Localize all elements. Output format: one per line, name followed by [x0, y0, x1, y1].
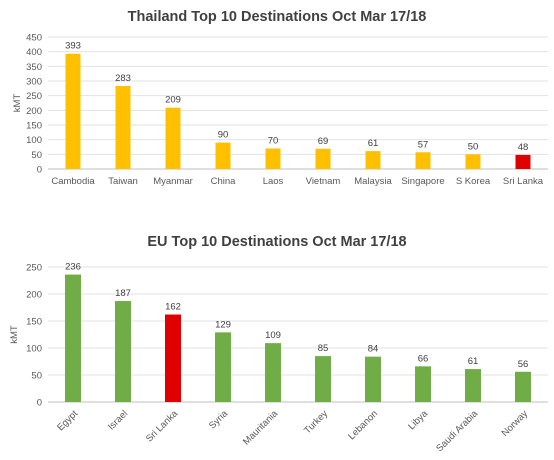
data-label: 61 [368, 138, 379, 149]
y-tick-label: 250 [26, 91, 42, 102]
bar [265, 343, 281, 402]
data-label: 90 [218, 130, 229, 141]
data-label: 283 [115, 73, 131, 84]
data-label: 50 [468, 141, 479, 152]
bar [415, 152, 431, 169]
x-tick-label: Saudi Arabia [434, 408, 480, 454]
data-label: 48 [518, 142, 529, 153]
data-label: 61 [468, 356, 479, 367]
data-label: 69 [318, 136, 329, 147]
data-label: 393 [65, 41, 81, 52]
y-axis-label: kMT [9, 325, 20, 344]
y-tick-label: 150 [26, 121, 42, 132]
x-tick-label: Cambodia [51, 176, 95, 187]
data-label: 236 [65, 262, 81, 273]
x-tick-label: S Korea [456, 176, 491, 187]
bar [515, 371, 531, 402]
bar [465, 369, 481, 402]
bar [215, 142, 231, 169]
y-tick-label: 300 [26, 77, 42, 88]
bar [465, 154, 481, 169]
data-label: 162 [165, 302, 181, 313]
x-tick-label: Libya [406, 408, 430, 432]
x-tick-label: Singapore [401, 176, 444, 187]
data-label: 70 [268, 135, 279, 146]
bar [265, 148, 281, 169]
bar [365, 151, 381, 169]
y-tick-label: 200 [26, 290, 42, 301]
data-label: 109 [265, 330, 281, 341]
y-tick-label: 150 [26, 317, 42, 328]
data-label: 85 [318, 343, 329, 354]
x-tick-label: Taiwan [108, 176, 138, 187]
bar [515, 154, 531, 169]
y-tick-label: 0 [37, 165, 42, 176]
x-tick-label: Sri Lanka [144, 408, 181, 445]
x-tick-label: Syria [207, 408, 231, 432]
x-tick-label: Egypt [55, 408, 80, 433]
data-label: 56 [518, 359, 529, 370]
y-tick-label: 50 [31, 371, 42, 382]
x-tick-label: Sri Lanka [503, 176, 544, 187]
x-tick-label: Laos [263, 176, 284, 187]
y-tick-label: 100 [26, 135, 42, 146]
chart-title: EU Top 10 Destinations Oct Mar 17/18 [147, 234, 407, 250]
y-tick-label: 0 [37, 398, 42, 409]
bar [165, 314, 181, 402]
bar [165, 107, 181, 169]
x-tick-label: Mauritania [241, 408, 281, 448]
y-tick-label: 50 [31, 150, 42, 161]
bar [65, 53, 81, 169]
bar [115, 85, 131, 169]
eu-chart: EU Top 10 Destinations Oct Mar 17/18 0 50… [0, 230, 554, 460]
y-tick-label: 350 [26, 62, 42, 73]
eu-chart-svg: 0 50 100 150 200 250 kMT 236 Egypt 187 Israel 162 Sr… [9, 262, 548, 454]
y-axis-label: kMT [12, 94, 23, 113]
y-tick-label: 100 [26, 344, 42, 355]
data-label: 187 [115, 288, 131, 299]
data-label: 66 [418, 353, 429, 364]
bar [365, 356, 381, 402]
bar [315, 148, 331, 169]
bar [415, 366, 431, 402]
y-tick-label: 250 [26, 263, 42, 274]
x-tick-label: Lebanon [346, 408, 380, 442]
y-tick-label: 450 [26, 33, 42, 44]
chart-title: Thailand Top 10 Destinations Oct Mar 17/… [127, 9, 427, 25]
thailand-chart-svg: 0 50 100 150 200 250 300 350 400 450 kMT 393 Cambodi… [12, 33, 548, 187]
y-tick-label: 400 [26, 47, 42, 58]
x-tick-label: Israel [106, 408, 130, 432]
x-tick-label: Myanmar [153, 176, 193, 187]
thailand-chart: Thailand Top 10 Destinations Oct Mar 17/… [0, 0, 554, 222]
y-tick-label: 200 [26, 106, 42, 117]
x-tick-label: Malaysia [354, 176, 392, 187]
data-label: 57 [418, 139, 429, 150]
x-tick-label: Turkey [302, 408, 330, 436]
bar [315, 356, 331, 402]
bar [65, 274, 81, 402]
data-label: 84 [368, 344, 379, 355]
x-tick-label: Norway [500, 408, 531, 439]
bar [215, 332, 231, 402]
x-tick-label: China [211, 176, 237, 187]
x-tick-label: Vietnam [306, 176, 341, 187]
bar [115, 301, 131, 402]
data-label: 129 [215, 319, 231, 330]
data-label: 209 [165, 95, 181, 106]
